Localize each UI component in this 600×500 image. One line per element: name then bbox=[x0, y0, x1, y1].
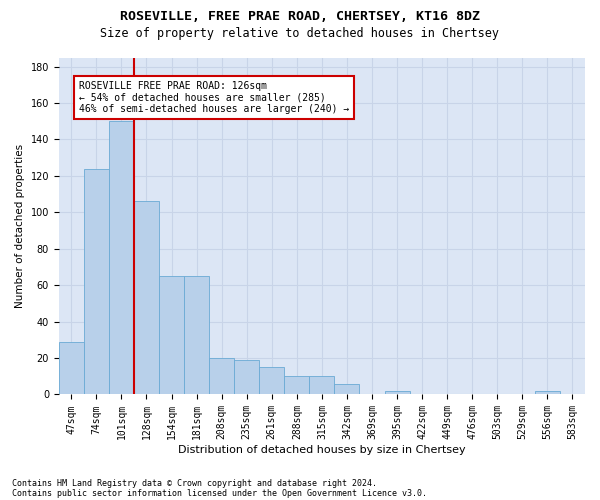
Text: Contains HM Land Registry data © Crown copyright and database right 2024.: Contains HM Land Registry data © Crown c… bbox=[12, 478, 377, 488]
Bar bbox=[59, 342, 84, 394]
Bar bbox=[310, 376, 334, 394]
Bar bbox=[159, 276, 184, 394]
Bar bbox=[259, 367, 284, 394]
Bar bbox=[284, 376, 310, 394]
Bar bbox=[209, 358, 234, 395]
Bar bbox=[109, 122, 134, 394]
Text: Size of property relative to detached houses in Chertsey: Size of property relative to detached ho… bbox=[101, 28, 499, 40]
Bar bbox=[184, 276, 209, 394]
Bar bbox=[535, 391, 560, 394]
Bar bbox=[234, 360, 259, 394]
Bar bbox=[385, 391, 410, 394]
Y-axis label: Number of detached properties: Number of detached properties bbox=[15, 144, 25, 308]
Text: ROSEVILLE FREE PRAE ROAD: 126sqm
← 54% of detached houses are smaller (285)
46% : ROSEVILLE FREE PRAE ROAD: 126sqm ← 54% o… bbox=[79, 81, 349, 114]
Bar bbox=[84, 168, 109, 394]
X-axis label: Distribution of detached houses by size in Chertsey: Distribution of detached houses by size … bbox=[178, 445, 466, 455]
Text: ROSEVILLE, FREE PRAE ROAD, CHERTSEY, KT16 8DZ: ROSEVILLE, FREE PRAE ROAD, CHERTSEY, KT1… bbox=[120, 10, 480, 23]
Text: Contains public sector information licensed under the Open Government Licence v3: Contains public sector information licen… bbox=[12, 488, 427, 498]
Bar bbox=[134, 202, 159, 394]
Bar bbox=[334, 384, 359, 394]
